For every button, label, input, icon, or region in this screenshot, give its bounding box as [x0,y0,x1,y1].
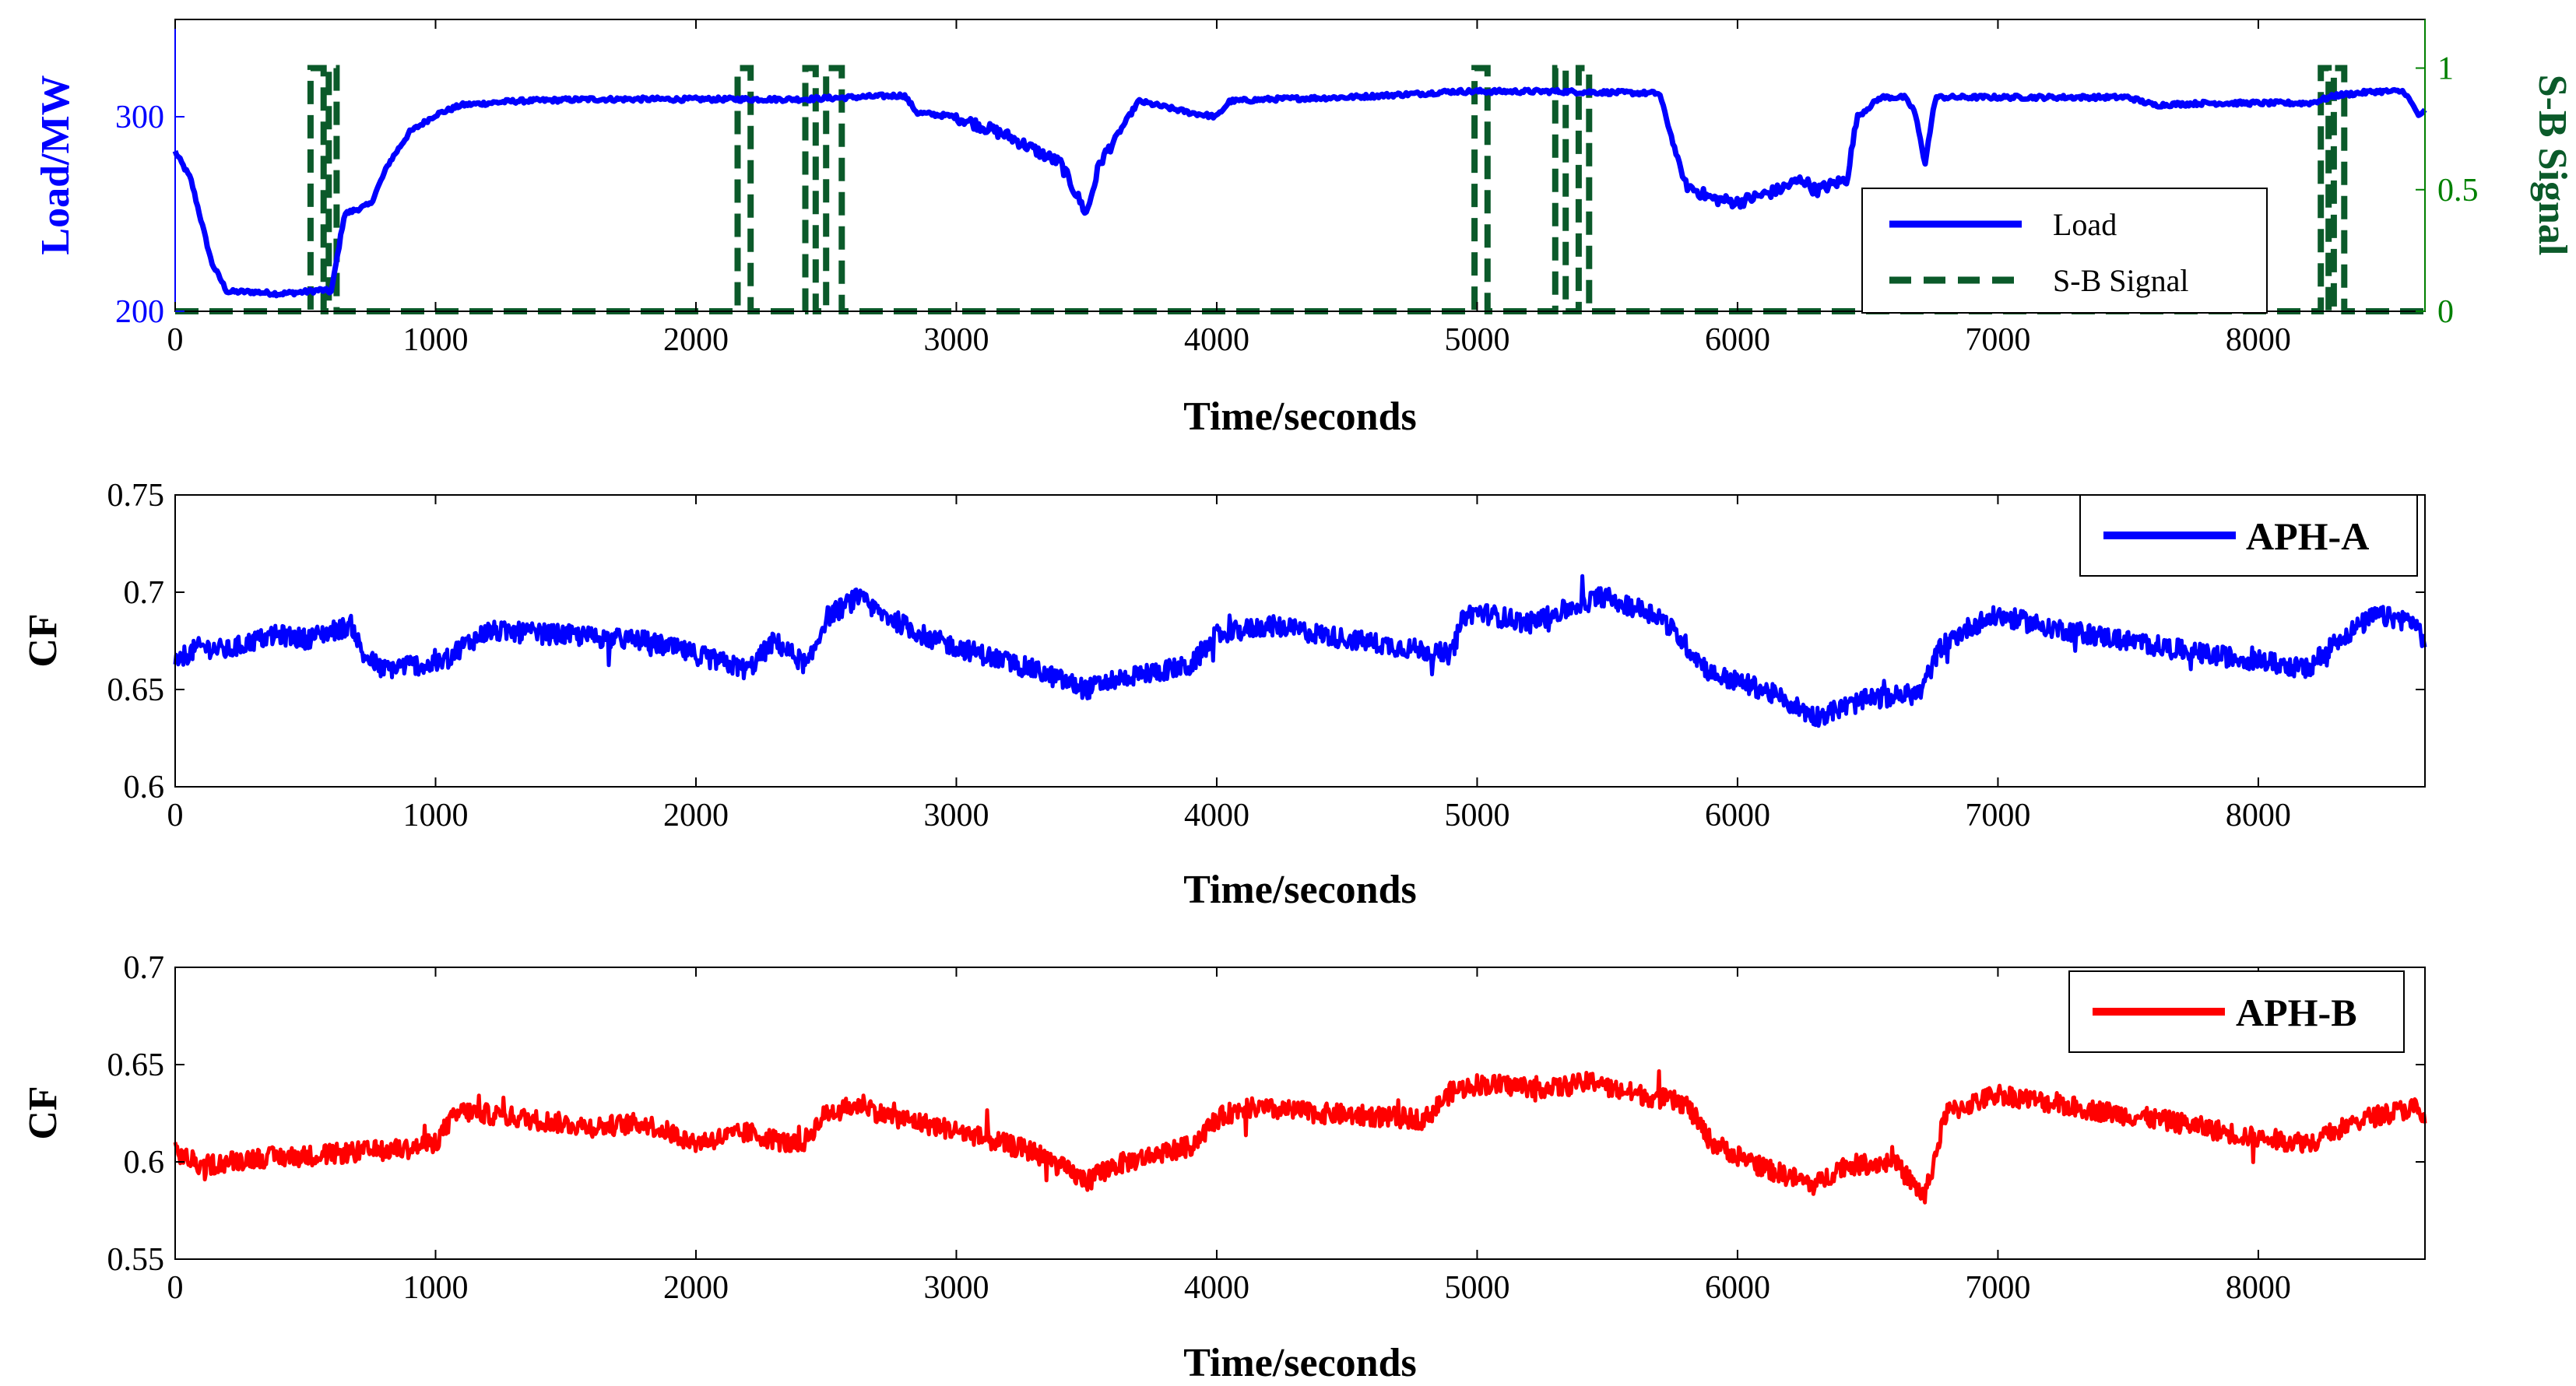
axes-frame [174,494,2426,788]
x-tick-label: 0 [167,798,184,833]
series-line-aph-b [173,1069,2427,1205]
panel-load-signal: 0 1000 2000 3000 4000 5000 6000 7000 8000 200300… [33,19,2574,439]
series-line-load [172,86,2427,299]
x-tick-label: 8000 [2226,1270,2291,1306]
x-tick-label: 7000 [1965,322,2030,358]
legend-label-aph-a: APH-A [2246,514,2369,558]
y-ticks: 0.6 0.65 0.7 0.75 [107,478,2425,805]
x-tick-label: 0 [167,322,184,358]
y-tick-label-right: 1 [2437,51,2454,87]
y-axis-label: Load/MW [33,75,78,254]
x-tick-label: 2000 [663,798,729,833]
y-axis-label: CF [21,613,65,667]
axes-frame [174,967,2426,1260]
y-tick-label-right: 0.5 [2437,173,2479,209]
x-tick-label: 2000 [663,1270,729,1306]
series-line-sb-signal [175,65,2425,314]
x-tick-label: 5000 [1444,798,1509,833]
y-axis-label-right: S-B Signal [2530,75,2574,256]
x-tick-label: 8000 [2226,322,2291,358]
y-tick-label: 0.6 [124,770,165,805]
x-tick-label: 4000 [1184,322,1249,358]
legend-box [2068,970,2405,1053]
y-ticks-right: 00.51 [2416,51,2479,330]
x-tick-label: 1000 [402,798,468,833]
plot-area [173,1069,2427,1205]
x-tick-label: 1000 [402,322,468,358]
x-tick-label: 8000 [2226,798,2291,833]
legend-box [1861,188,2268,314]
legend: APH-B [2068,970,2405,1053]
legend: Load S-B Signal [1861,188,2268,314]
y-ticks: 0.55 0.6 0.65 0.7 [107,950,2425,1278]
plot-area [173,574,2427,728]
legend-label-signal: S-B Signal [2053,263,2188,298]
x-axis-label: Time/seconds [1183,868,1417,912]
x-tick-label: 6000 [1705,798,1770,833]
y-axis-label: CF [21,1086,65,1139]
y-tick-label: 0.75 [107,478,165,514]
y-tick-label: 0.65 [107,672,165,708]
series-line-aph-a [173,574,2427,728]
x-ticks: 0 1000 2000 3000 4000 5000 6000 7000 8000 [167,967,2291,1306]
y-tick-label: 0.65 [107,1047,165,1083]
y-tick-label-right: 0 [2437,294,2454,330]
legend: APH-A [2079,494,2418,577]
x-ticks: 0 1000 2000 3000 4000 5000 6000 7000 8000 [167,19,2291,358]
x-axis-label: Time/seconds [1183,395,1417,439]
plot-area [172,65,2427,314]
x-tick-label: 5000 [1444,1270,1509,1306]
x-tick-label: 4000 [1184,1270,1249,1306]
x-tick-label: 4000 [1184,798,1249,833]
legend-label-load: Load [2053,207,2117,242]
y-tick-label: 300 [115,100,164,135]
x-tick-label: 6000 [1705,1270,1770,1306]
x-tick-label: 1000 [402,1270,468,1306]
x-tick-label: 3000 [923,322,989,358]
y-ticks: 200 300 [115,100,185,330]
y-tick-label: 0.55 [107,1242,165,1278]
x-ticks: 0 1000 2000 3000 4000 5000 6000 7000 8000 [167,495,2291,833]
y-tick-label: 0.7 [124,575,165,611]
x-tick-label: 0 [167,1270,184,1306]
x-tick-label: 7000 [1965,798,2030,833]
y-tick-label: 0.7 [124,950,165,986]
x-axis-label: Time/seconds [1183,1341,1417,1385]
x-tick-label: 2000 [663,322,729,358]
legend-label-aph-b: APH-B [2236,991,2357,1034]
x-tick-label: 3000 [923,1270,989,1306]
x-tick-label: 7000 [1965,1270,2030,1306]
x-tick-label: 3000 [923,798,989,833]
x-tick-label: 6000 [1705,322,1770,358]
panel-aph-a: 0 1000 2000 3000 4000 5000 6000 7000 8000 0.60.6… [21,478,2427,912]
y-tick-label: 200 [115,294,164,330]
panel-aph-b: 0 1000 2000 3000 4000 5000 6000 7000 8000 0.550.… [21,950,2427,1385]
x-tick-label: 5000 [1444,322,1509,358]
y-tick-label: 0.6 [124,1145,165,1181]
